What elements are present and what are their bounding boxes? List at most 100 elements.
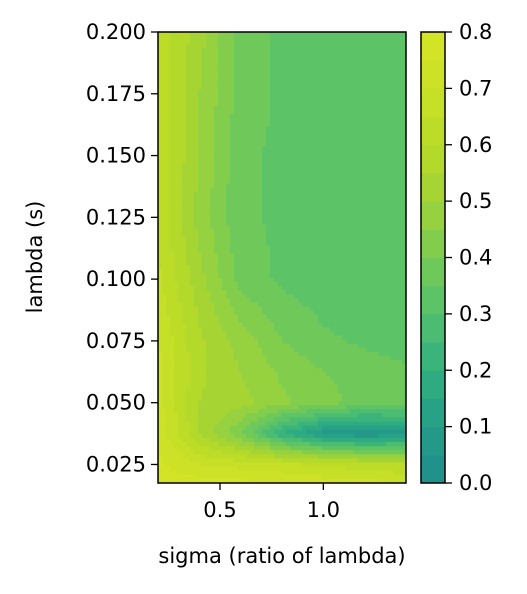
- contour-cell: [382, 228, 387, 234]
- contour-cell: [386, 130, 391, 136]
- contour-cell: [266, 52, 271, 58]
- contour-cell: [238, 294, 243, 300]
- contour-cell: [390, 310, 395, 316]
- contour-cell: [254, 228, 259, 234]
- contour-cell: [342, 44, 347, 49]
- contour-cell: [370, 286, 375, 291]
- contour-cell: [342, 298, 347, 304]
- contour-cell: [402, 314, 406, 320]
- contour-cell: [250, 48, 255, 54]
- contour-cell: [370, 187, 375, 193]
- contour-cell: [330, 290, 335, 295]
- contour-cell: [278, 290, 283, 295]
- contour-cell: [294, 282, 299, 287]
- contour-cell: [254, 191, 259, 197]
- contour-cell: [226, 126, 231, 131]
- contour-cell: [230, 40, 235, 45]
- contour-cell: [342, 32, 347, 37]
- contour-cell: [366, 237, 371, 242]
- contour-cell: [394, 179, 399, 185]
- contour-cell: [226, 351, 231, 357]
- contour-cell: [198, 200, 203, 205]
- contour-cell: [222, 273, 227, 279]
- contour-cell: [234, 224, 239, 230]
- contour-cell: [230, 232, 235, 238]
- contour-cell: [390, 36, 395, 41]
- contour-cell: [338, 200, 343, 205]
- contour-cell: [170, 52, 175, 58]
- contour-cell: [238, 335, 243, 341]
- contour-cell: [398, 310, 403, 316]
- contour-cell: [370, 155, 375, 160]
- contour-cell: [274, 48, 279, 54]
- contour-cell: [398, 314, 403, 320]
- contour-cell: [386, 52, 391, 58]
- contour-cell: [298, 204, 303, 209]
- contour-cell: [166, 224, 171, 230]
- contour-cell: [398, 101, 403, 107]
- contour-cell: [182, 40, 187, 45]
- contour-cell: [338, 52, 343, 58]
- contour-cell: [338, 167, 343, 172]
- contour-cell: [358, 228, 363, 234]
- contour-cell: [214, 167, 219, 172]
- contour-cell: [286, 204, 291, 209]
- contour-cell: [398, 298, 403, 304]
- contour-cell: [202, 146, 207, 152]
- contour-cell: [402, 187, 406, 193]
- contour-cell: [386, 32, 391, 37]
- contour-cell: [174, 298, 179, 304]
- contour-cell: [366, 290, 371, 295]
- contour-cell: [246, 257, 251, 263]
- contour-cell: [218, 60, 223, 66]
- contour-cell: [314, 159, 319, 164]
- contour-cell: [242, 310, 247, 316]
- contour-cell: [198, 138, 203, 144]
- contour-cell: [210, 314, 215, 320]
- contour-cell: [314, 44, 319, 49]
- contour-cell: [306, 249, 311, 254]
- contour-cell: [222, 196, 227, 201]
- contour-cell: [346, 105, 351, 111]
- contour-cell: [210, 163, 215, 168]
- contour-cell: [342, 216, 347, 222]
- contour-cell: [242, 93, 247, 99]
- contour-cell: [274, 269, 279, 275]
- contour-cell: [382, 77, 387, 82]
- contour-cell: [258, 241, 263, 246]
- contour-cell: [290, 228, 295, 234]
- contour-cell: [382, 249, 387, 254]
- contour-cell: [198, 36, 203, 41]
- contour-cell: [190, 175, 195, 181]
- contour-cell: [278, 60, 283, 66]
- contour-cell: [290, 171, 295, 177]
- contour-cell: [306, 306, 311, 312]
- contour-cell: [238, 237, 243, 242]
- contour-cell: [302, 306, 307, 312]
- contour-cell: [382, 343, 387, 349]
- contour-cell: [226, 196, 231, 201]
- contour-cell: [326, 105, 331, 111]
- contour-cell: [254, 286, 259, 291]
- contour-cell: [214, 118, 219, 123]
- contour-cell: [178, 97, 183, 103]
- contour-cell: [370, 257, 375, 263]
- contour-cell: [374, 56, 379, 62]
- contour-cell: [322, 187, 327, 193]
- contour-cell: [326, 273, 331, 279]
- contour-cell: [318, 261, 323, 267]
- contour-cell: [238, 179, 243, 185]
- contour-cell: [402, 73, 406, 78]
- contour-cell: [278, 68, 283, 74]
- contour-cell: [234, 134, 239, 140]
- contour-cell: [318, 183, 323, 189]
- contour-cell: [378, 146, 383, 152]
- contour-cell: [206, 150, 211, 156]
- contour-cell: [178, 109, 183, 115]
- contour-cell: [178, 196, 183, 201]
- contour-cell: [214, 204, 219, 209]
- contour-cell: [358, 114, 363, 119]
- contour-cell: [190, 355, 195, 361]
- contour-cell: [378, 200, 383, 205]
- contour-cell: [238, 167, 243, 172]
